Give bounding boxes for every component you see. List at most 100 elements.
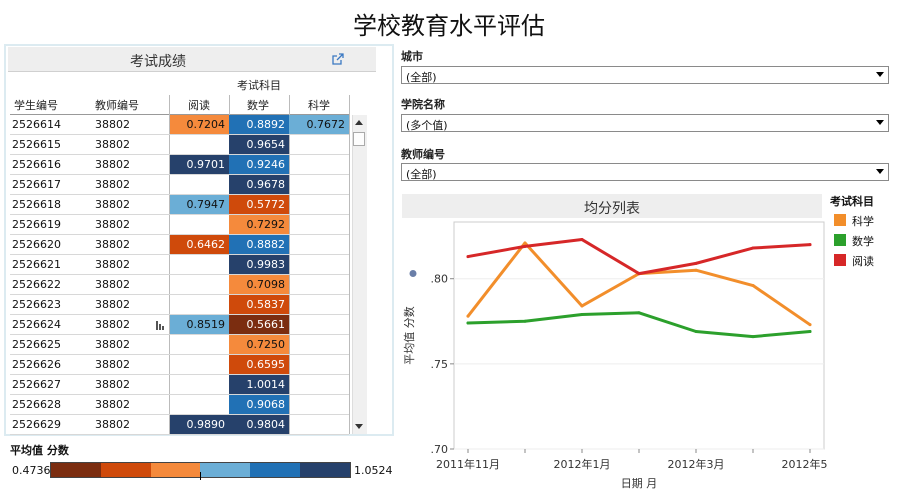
table-row[interactable]: 2526615 38802 0.9654 (10, 135, 349, 155)
student-id-cell: 2526622 (12, 278, 61, 291)
teacher-id-cell: 38802 (95, 278, 130, 291)
series-legend-label: 阅读 (852, 255, 874, 268)
popout-icon[interactable] (332, 53, 344, 65)
scroll-down-icon[interactable] (352, 418, 366, 434)
student-id-cell: 2526626 (12, 358, 61, 371)
science-score-cell (289, 375, 349, 394)
reading-score-cell (170, 395, 229, 414)
scores-panel-title: 考试成绩 (130, 54, 186, 70)
data-point (466, 314, 470, 318)
table-row[interactable]: 2526616 38802 0.9701 0.9246 (10, 155, 349, 175)
college-filter-dropdown[interactable]: (多个值) (401, 114, 889, 132)
science-score-cell (289, 315, 349, 334)
col-header-math: 数学 (247, 99, 269, 112)
table-row[interactable]: 2526620 38802 0.6462 0.8882 (10, 235, 349, 255)
subject-group-header: 考试科目 (237, 79, 281, 92)
teacher-id-cell: 38802 (95, 378, 130, 391)
filter-label-city: 城市 (401, 50, 423, 63)
series-legend-swatch (834, 254, 846, 266)
table-row[interactable]: 2526623 38802 0.5837 (10, 295, 349, 315)
x-tick-label: 2012年1月 (554, 457, 611, 471)
data-point (466, 321, 470, 325)
table-row[interactable]: 2526624 38802 0.8519 0.5661 (10, 315, 349, 335)
data-point (751, 335, 755, 339)
math-score-cell: 0.9654 (229, 135, 289, 154)
table-row[interactable]: 2526622 38802 0.7098 (10, 275, 349, 295)
data-point (580, 312, 584, 316)
data-point (694, 329, 698, 333)
table-row[interactable]: 2526618 38802 0.7947 0.5772 (10, 195, 349, 215)
teacher-id-cell: 38802 (95, 218, 130, 231)
color-legend-swatch (150, 463, 201, 477)
table-row[interactable]: 2526617 38802 0.9678 (10, 175, 349, 195)
city-filter-dropdown[interactable]: (全部) (401, 66, 889, 84)
data-point (466, 255, 470, 259)
math-score-cell: 0.9983 (229, 255, 289, 274)
science-score-cell: 0.7672 (289, 115, 349, 134)
math-score-cell: 0.9068 (229, 395, 289, 414)
x-tick-label: 2012年3月 (668, 457, 725, 471)
series-legend-swatch (834, 214, 846, 226)
math-score-cell: 0.7250 (229, 335, 289, 354)
math-score-cell: 0.5837 (229, 295, 289, 314)
data-point (751, 246, 755, 250)
teacher-id-cell: 38802 (95, 138, 130, 151)
teacher-id-cell: 38802 (95, 198, 130, 211)
col-header-teacher: 教师编号 (95, 99, 139, 112)
science-score-cell (289, 255, 349, 274)
filter-label-college: 学院名称 (401, 98, 445, 111)
table-row[interactable]: 2526626 38802 0.6595 (10, 355, 349, 375)
student-id-cell: 2526620 (12, 238, 61, 251)
axis-pin-icon (409, 270, 417, 277)
x-axis-label: 日期 月 (621, 477, 658, 490)
table-row[interactable]: 2526628 38802 0.9068 (10, 395, 349, 415)
table-row[interactable]: 2526621 38802 0.9983 (10, 255, 349, 275)
line-chart: .70 .75 .80 2011年11月 2012年1月 2012年3月 2012年5月日期… (403, 221, 828, 490)
col-divider (349, 95, 350, 434)
chevron-down-icon (876, 120, 884, 125)
reading-score-cell (170, 255, 229, 274)
science-score-cell (289, 395, 349, 414)
table-row[interactable]: 2526629 38802 0.9890 0.9804 (10, 415, 349, 435)
student-id-cell: 2526621 (12, 258, 61, 271)
scores-panel (4, 44, 394, 436)
y-tick-label: .80 (431, 273, 449, 286)
reading-score-cell (170, 275, 229, 294)
col-header-reading: 阅读 (188, 99, 210, 112)
reading-score-cell (170, 295, 229, 314)
math-score-cell: 0.5772 (229, 195, 289, 214)
color-legend-swatch (100, 463, 151, 477)
table-row[interactable]: 2526619 38802 0.7292 (10, 215, 349, 235)
col-header-student: 学生编号 (14, 99, 58, 112)
student-id-cell: 2526623 (12, 298, 61, 311)
data-point (808, 243, 812, 247)
table-row[interactable]: 2526627 38802 1.0014 (10, 375, 349, 395)
table-row[interactable]: 2526625 38802 0.7250 (10, 335, 349, 355)
teacher-id-cell: 38802 (95, 418, 130, 431)
bar-chart-icon[interactable] (156, 320, 166, 330)
chevron-down-icon (876, 72, 884, 77)
scroll-up-icon[interactable] (352, 115, 366, 131)
color-legend-swatch (200, 463, 251, 477)
color-legend-swatch (250, 463, 301, 477)
data-point (580, 238, 584, 242)
science-score-cell (289, 195, 349, 214)
teacher-id-cell: 38802 (95, 258, 130, 271)
series-legend-swatch (834, 234, 846, 246)
student-id-cell: 2526617 (12, 178, 61, 191)
table-scrollbar[interactable] (352, 115, 367, 434)
science-score-cell (289, 175, 349, 194)
science-score-cell (289, 155, 349, 174)
data-point (523, 241, 527, 245)
teacher-id-cell: 38802 (95, 238, 130, 251)
color-legend-swatch (300, 463, 350, 477)
city-filter-value: (全部) (406, 71, 437, 84)
scroll-thumb[interactable] (353, 132, 365, 146)
science-score-cell (289, 415, 349, 434)
dashboard-title: 学校教育水平评估 (353, 12, 545, 40)
student-id-cell: 2526625 (12, 338, 61, 351)
teacher-id-cell: 38802 (95, 298, 130, 311)
teacher-filter-dropdown[interactable]: (全部) (401, 163, 889, 181)
table-row[interactable]: 2526614 38802 0.7204 0.8892 0.7672 (10, 115, 349, 135)
data-point (751, 284, 755, 288)
